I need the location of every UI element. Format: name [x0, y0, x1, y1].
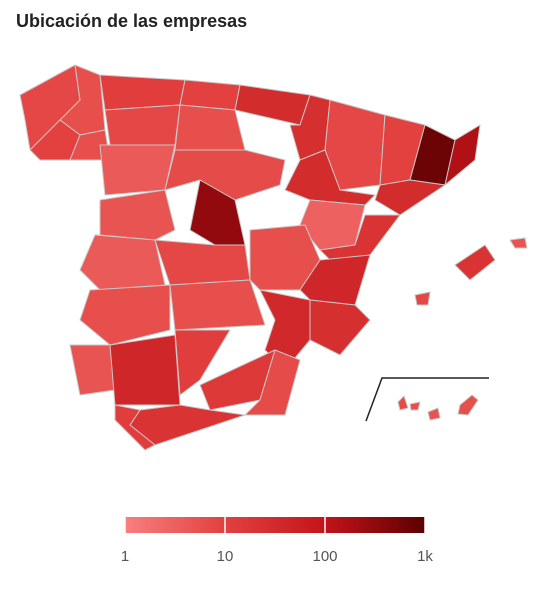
tick-label: 100: [312, 548, 337, 565]
region: [457, 394, 479, 416]
tick-label: 1k: [417, 548, 433, 565]
tick-label: 10: [217, 548, 234, 565]
region: [79, 234, 166, 291]
chart-title: Ubicación de las empresas: [16, 11, 247, 31]
region: [99, 74, 186, 111]
region: [284, 149, 376, 206]
region: [174, 104, 246, 151]
map: [19, 64, 528, 451]
region: [309, 299, 371, 356]
canary-frame: [365, 377, 489, 422]
colorbar: [125, 517, 425, 533]
region: [154, 239, 251, 286]
region: [397, 395, 409, 411]
tick-label: 1: [121, 548, 129, 565]
region: [444, 124, 481, 186]
region: [79, 284, 171, 346]
region: [164, 149, 286, 201]
region: [409, 401, 421, 411]
region: [69, 344, 116, 396]
region: [324, 99, 386, 191]
region: [169, 279, 266, 331]
region: [99, 189, 176, 241]
region: [414, 291, 431, 306]
region: [234, 84, 311, 126]
region: [109, 334, 181, 406]
region: [114, 404, 156, 451]
legend: 1 10 100 1k: [121, 517, 433, 565]
region: [99, 144, 176, 196]
region: [427, 407, 441, 421]
region: [244, 349, 301, 416]
region: [454, 244, 496, 281]
region: [174, 329, 231, 396]
region: [374, 179, 446, 216]
region: [104, 104, 181, 146]
region: [69, 129, 111, 161]
region: [509, 237, 528, 249]
